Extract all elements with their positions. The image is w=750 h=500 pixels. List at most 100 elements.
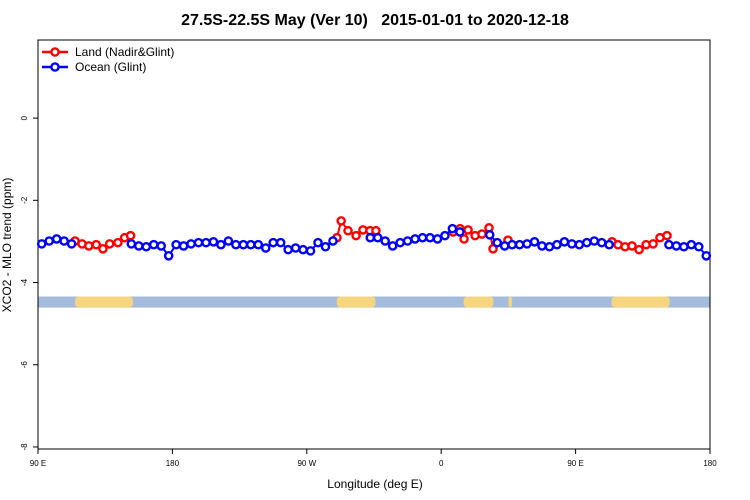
data-point — [648, 239, 658, 249]
data-point — [83, 241, 94, 251]
data-point — [231, 239, 241, 250]
land-band — [611, 296, 670, 308]
x-tick-label: 90 W — [297, 459, 316, 468]
data-point — [425, 232, 435, 243]
data-point — [484, 230, 495, 240]
data-point — [694, 241, 704, 252]
data-point — [133, 241, 144, 251]
data-point — [51, 234, 62, 244]
land-band — [336, 296, 376, 308]
data-point — [701, 251, 712, 261]
data-point — [125, 230, 136, 241]
data-point — [275, 237, 286, 248]
data-point — [126, 239, 137, 249]
x-axis-label: Longitude (deg E) — [327, 477, 422, 491]
data-point — [104, 239, 115, 249]
data-point — [387, 241, 398, 251]
data-point — [298, 244, 308, 255]
legend-label: Land (Nadir&Glint) — [75, 45, 174, 59]
data-point — [313, 237, 323, 248]
data-point — [238, 239, 249, 250]
data-point — [417, 232, 428, 243]
legend-label: Ocean (Glint) — [75, 60, 146, 74]
data-point — [193, 237, 204, 248]
data-point — [559, 237, 570, 247]
data-point — [686, 239, 697, 250]
y-tick-label: -4 — [20, 278, 29, 286]
data-point — [113, 237, 123, 248]
y-tick-label: -2 — [20, 196, 29, 204]
data-point — [216, 239, 226, 250]
data-point — [552, 239, 562, 250]
data-point — [499, 241, 510, 251]
data-point — [156, 241, 166, 251]
x-tick-label: 90 E — [567, 459, 583, 468]
data-point — [492, 237, 503, 248]
y-tick-label: 0 — [20, 115, 29, 120]
data-point — [679, 241, 689, 252]
y-tick-label: -8 — [20, 443, 29, 451]
data-point — [320, 241, 331, 252]
data-point — [253, 239, 264, 250]
data-point — [455, 227, 465, 237]
data-point — [477, 229, 487, 239]
data-point — [544, 241, 555, 252]
data-point — [91, 239, 102, 250]
data-point — [201, 237, 211, 248]
data-point — [98, 244, 108, 254]
data-point — [163, 251, 174, 261]
data-point — [582, 237, 592, 248]
data-point — [627, 241, 637, 251]
data-point — [447, 223, 458, 234]
data-point — [36, 239, 47, 249]
data-point — [664, 239, 674, 250]
data-point — [596, 237, 607, 248]
data-point — [522, 239, 532, 249]
data-point — [671, 241, 682, 251]
data-point — [567, 239, 577, 249]
data-point — [336, 216, 346, 226]
x-tick-label: 180 — [166, 459, 180, 468]
data-point — [171, 239, 181, 250]
data-point — [268, 237, 279, 248]
data-point — [351, 230, 361, 241]
data-point — [59, 236, 69, 246]
data-point — [365, 232, 376, 243]
x-tick-label: 180 — [703, 459, 717, 468]
data-point — [410, 234, 420, 244]
data-point — [634, 244, 644, 255]
legend-marker — [50, 62, 60, 72]
data-point — [141, 241, 152, 252]
data-point — [372, 232, 383, 243]
data-point — [283, 244, 293, 255]
data-point — [604, 239, 615, 250]
x-tick-label: 0 — [439, 459, 444, 468]
data-point — [529, 237, 540, 247]
data-point — [245, 239, 256, 250]
data-point — [537, 241, 547, 251]
data-point — [589, 236, 600, 246]
data-point — [514, 239, 525, 250]
legend-marker — [50, 47, 60, 57]
data-point — [343, 225, 353, 236]
data-point — [488, 244, 498, 254]
data-point — [574, 239, 585, 250]
data-point — [223, 236, 234, 246]
data-point — [186, 239, 196, 249]
data-point — [260, 243, 271, 253]
x-tick-label: 90 E — [30, 459, 46, 468]
data-point — [148, 239, 159, 250]
y-axis-label: XCO2 - MLO trend (ppm) — [0, 178, 14, 313]
chart-title: 27.5S-22.5S May (Ver 10) 2015-01-01 to 2… — [181, 12, 569, 29]
data-point — [440, 230, 450, 241]
data-point — [463, 225, 473, 235]
data-point — [402, 236, 413, 246]
data-point — [432, 234, 443, 244]
land-band — [75, 296, 133, 308]
data-point — [290, 243, 301, 253]
data-point — [305, 246, 316, 256]
data-point — [66, 239, 77, 249]
data-point — [178, 241, 189, 251]
y-tick-label: -6 — [20, 361, 29, 369]
